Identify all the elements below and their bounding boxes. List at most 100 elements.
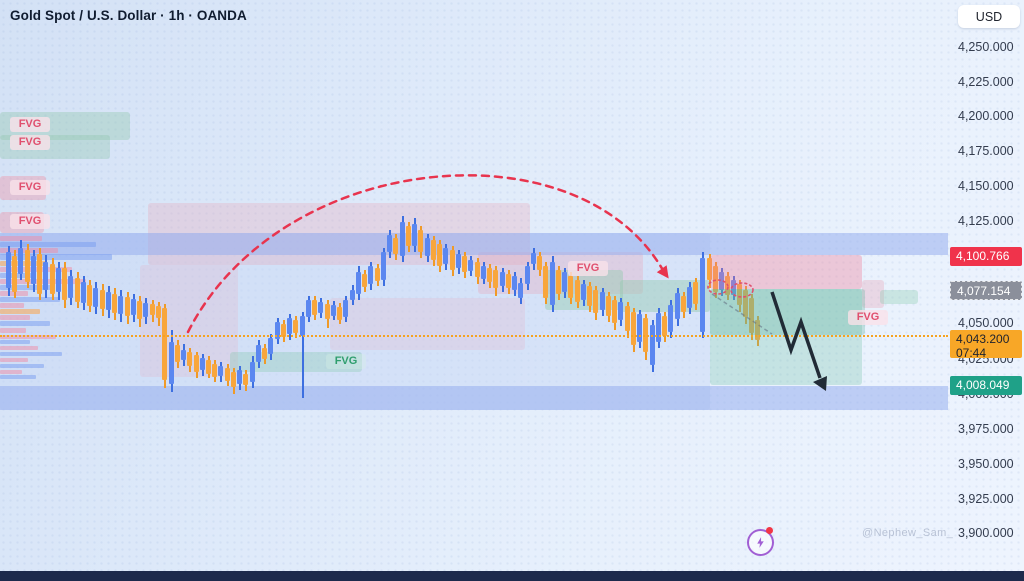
- candle: [12, 256, 17, 292]
- candle: [531, 253, 536, 264]
- candle: [668, 305, 673, 332]
- candle: [406, 226, 411, 246]
- candle: [131, 299, 136, 315]
- volume-profile-bar: [0, 273, 34, 278]
- candle: [356, 272, 361, 294]
- price-tick: 4,200.000: [958, 109, 1014, 123]
- candle-wick: [302, 312, 304, 398]
- candle: [587, 286, 592, 306]
- candle: [562, 272, 567, 292]
- candle: [25, 250, 30, 282]
- volume-profile-bar: [0, 242, 96, 247]
- candle: [87, 285, 92, 306]
- candle: [600, 292, 605, 310]
- candle: [593, 290, 598, 313]
- candle: [181, 350, 186, 360]
- price-tick: 3,950.000: [958, 457, 1014, 471]
- candle: [81, 282, 86, 303]
- candle: [506, 274, 511, 288]
- candle: [525, 266, 530, 284]
- volume-profile-bar: [0, 335, 56, 339]
- volume-profile-bar: [0, 364, 44, 368]
- candle: [175, 345, 180, 362]
- candle: [500, 272, 505, 286]
- candle: [143, 303, 148, 317]
- candle: [637, 314, 642, 342]
- candle: [237, 370, 242, 384]
- volume-profile-bar: [0, 358, 28, 362]
- candle: [475, 262, 480, 277]
- volume-profile-bar: [0, 375, 36, 379]
- candle: [575, 280, 580, 302]
- candle: [62, 268, 67, 300]
- candle: [656, 313, 661, 342]
- candle: [481, 266, 486, 279]
- candle: [362, 274, 367, 287]
- candle: [368, 266, 373, 284]
- candle: [412, 224, 417, 246]
- candle: [343, 300, 348, 317]
- fvg-label: FVG: [10, 117, 50, 132]
- candle: [512, 276, 517, 290]
- last-price-label: 4,043.200 07:44: [950, 330, 1022, 360]
- candle: [56, 268, 61, 292]
- trade-setup-box: [710, 255, 862, 289]
- candle: [375, 268, 380, 281]
- candle: [187, 352, 192, 366]
- candle: [337, 307, 342, 320]
- fvg-zone: [880, 290, 918, 304]
- price-tick: 3,900.000: [958, 526, 1014, 540]
- candle: [581, 284, 586, 300]
- volume-profile-bar: [0, 254, 112, 260]
- time-axis-strip: [0, 571, 1024, 581]
- volume-profile-bar: [0, 346, 38, 350]
- volume-profile-bar: [0, 267, 72, 272]
- candle: [225, 368, 230, 381]
- candle: [106, 292, 111, 310]
- candle: [293, 320, 298, 333]
- candle: [450, 250, 455, 270]
- volume-profile-bar: [0, 285, 52, 290]
- candle: [268, 338, 273, 354]
- candle: [568, 276, 573, 298]
- candle: [150, 304, 155, 315]
- time-axis[interactable]: 16181920212325: [0, 548, 1024, 571]
- fvg-label: FVG: [568, 261, 608, 276]
- candle: [250, 362, 255, 382]
- lightning-bolt-icon: [757, 537, 764, 548]
- candle: [200, 358, 205, 370]
- volume-profile-bar: [0, 236, 42, 241]
- candle: [425, 238, 430, 256]
- currency-button[interactable]: USD: [958, 5, 1020, 28]
- price-tick: 4,050.000: [958, 316, 1014, 330]
- candle: [206, 360, 211, 374]
- price-tick: 4,175.000: [958, 144, 1014, 158]
- candle: [118, 296, 123, 314]
- candle: [612, 300, 617, 323]
- price-tick: 4,150.000: [958, 179, 1014, 193]
- candle: [418, 230, 423, 252]
- volume-profile-bar: [0, 303, 24, 308]
- candle: [606, 296, 611, 316]
- price-tick: 4,225.000: [958, 75, 1014, 89]
- candle: [156, 306, 161, 318]
- candle: [693, 282, 698, 304]
- notification-dot: [766, 527, 773, 534]
- candle: [431, 240, 436, 260]
- candle: [169, 342, 174, 384]
- volume-profile-bar: [0, 340, 30, 344]
- current-price-line: [0, 335, 948, 337]
- candle: [400, 222, 405, 256]
- volume-profile-bar: [0, 309, 40, 314]
- candle: [68, 276, 73, 298]
- watermark: @Nephew_Sam_: [862, 527, 954, 539]
- price-axis[interactable]: 4,250.000 4,225.000 4,200.000 4,175.000 4,15…: [948, 0, 1024, 571]
- candle: [625, 306, 630, 331]
- fvg-label: FVG: [10, 214, 50, 229]
- candle: [387, 235, 392, 252]
- candle: [93, 288, 98, 307]
- candle: [194, 355, 199, 372]
- volume-profile-bar: [0, 352, 62, 356]
